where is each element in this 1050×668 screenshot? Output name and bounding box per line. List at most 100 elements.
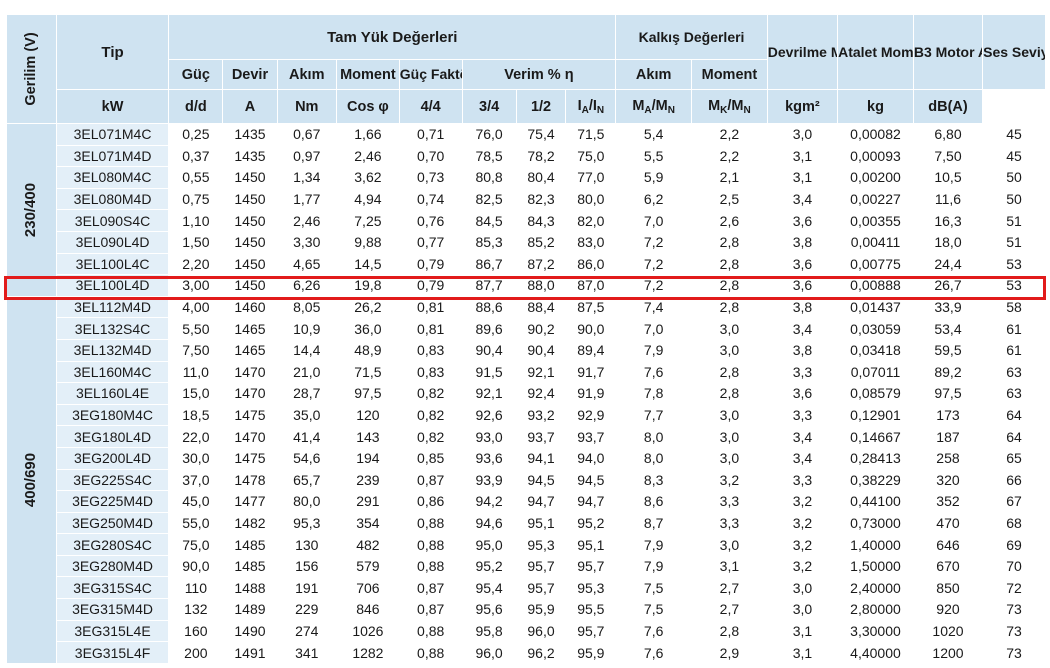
table-cell: 35,0 [276,403,338,427]
table-cell: 93,6 [461,446,517,470]
table-cell: 94,7 [515,490,567,513]
table-cell: 7,50 [912,144,984,168]
table-cell: 1485 [222,533,278,556]
table-cell: 5,5 [615,144,693,168]
table-cell: 51 [982,209,1046,232]
table-cell: 88,0 [515,274,567,297]
table-cell: 90,4 [461,338,517,362]
motor-type-cell: 3EG315L4E [55,619,170,643]
table-row: 3EL100L4C 2,20 1450 4,65 14,5 0,79 86,7 87,2 86,… [7,252,1046,276]
table-cell: 65 [982,446,1046,470]
table-cell: 200 [168,641,224,664]
table-cell: 3,30 [276,230,338,254]
table-cell: 2,8 [691,230,768,254]
table-cell: 51 [982,230,1046,254]
unit-verim-34: 3/4 [461,89,517,124]
table-cell: 2,8 [691,252,768,276]
table-cell: 80,8 [461,166,517,189]
table-cell: 0,70 [398,144,463,168]
table-cell: 95,3 [276,511,338,535]
motor-type-cell: 3EL112M4D [55,295,170,319]
table-cell: 0,00888 [837,274,914,297]
table-cell: 0,14667 [837,425,914,448]
table-cell: 0,87 [398,576,463,600]
table-cell: 2,6 [691,209,768,232]
table-cell: 0,97 [276,144,338,168]
table-cell: 132 [168,598,224,621]
motor-type-cell: 3EL132M4D [55,338,170,362]
table-cell: 95,0 [461,533,517,556]
table-cell: 156 [276,554,338,578]
table-cell: 1435 [222,123,278,146]
table-cell: 3,3 [691,511,768,535]
table-cell: 64 [982,425,1046,448]
table-cell: 3,1 [766,619,839,643]
table-cell: 8,6 [615,490,693,513]
table-cell: 0,77 [398,230,463,254]
table-cell: 66 [982,468,1046,492]
table-cell: 130 [276,533,338,556]
table-cell: 93,9 [461,468,517,492]
table-cell: 4,40000 [837,641,914,664]
table-cell: 1200 [912,641,984,664]
header-ses: Ses Seviyesi [982,14,1046,90]
table-cell: 1,34 [276,166,338,189]
motor-type-cell: 3EL100L4D [55,274,170,297]
table-cell: 88,6 [461,295,517,319]
table-cell: 61 [982,338,1046,362]
table-cell: 1450 [222,209,278,232]
table-cell: 1485 [222,554,278,578]
table-cell: 77,0 [565,166,617,189]
table-cell: 95,2 [461,554,517,578]
motor-type-cell: 3EG315L4F [55,641,170,664]
table-cell: 0,01437 [837,295,914,319]
unit-kg: kg [837,89,914,124]
table-cell: 15,0 [168,382,224,405]
table-cell: 33,9 [912,295,984,319]
table-row: 3EG280S4C 75,0 1485 130 482 0,88 95,0 95,3 95,1 7… [7,533,1046,556]
table-cell: 1,77 [276,187,338,211]
table-cell: 0,79 [398,274,463,297]
motor-type-cell: 3EG280M4D [55,554,170,578]
header-moment: Moment [336,59,400,90]
table-cell: 4,00 [168,295,224,319]
table-cell: 2,8 [691,382,768,405]
table-cell: 646 [912,533,984,556]
header-tip: Tip [55,14,170,90]
table-cell: 2,2 [691,123,768,146]
table-cell: 0,87 [398,468,463,492]
table-cell: 8,3 [615,468,693,492]
table-cell: 320 [912,468,984,492]
table-row: 3EL080M4D 0,75 1450 1,77 4,94 0,74 82,5 82,3 80,… [7,187,1046,211]
table-cell: 0,00093 [837,144,914,168]
table-cell: 67 [982,490,1046,513]
header-kalkis: Kalkış Değerleri [615,14,768,60]
unit-mk-mn: MK/MN [691,89,768,124]
table-cell: 2,20 [168,252,224,276]
table-cell: 90,0 [168,554,224,578]
table-row: 3EG315L4E 160 1490 274 1026 0,88 95,8 96,0 95,7 7… [7,619,1046,643]
table-cell: 3,6 [766,252,839,276]
table-cell: 3,8 [766,295,839,319]
table-cell: 82,3 [515,187,567,211]
table-cell: 110 [168,576,224,600]
motor-type-cell: 3EL100L4C [55,252,170,276]
table-cell: 7,0 [615,209,693,232]
table-cell: 1478 [222,468,278,492]
table-cell: 1470 [222,382,278,405]
table-cell: 0,87 [398,598,463,621]
table-cell: 3,2 [766,554,839,578]
table-cell: 93,2 [515,403,567,427]
table-cell: 92,1 [515,360,567,384]
table-cell: 2,5 [691,187,768,211]
table-cell: 0,55 [168,166,224,189]
table-cell: 3,3 [766,360,839,384]
table-cell: 87,0 [565,274,617,297]
unit-cos-phi: Cos φ [336,89,400,124]
table-cell: 5,4 [615,123,693,146]
table-cell: 58 [982,295,1046,319]
table-cell: 1450 [222,230,278,254]
table-cell: 64 [982,403,1046,427]
table-cell: 0,81 [398,317,463,340]
table-cell: 670 [912,554,984,578]
